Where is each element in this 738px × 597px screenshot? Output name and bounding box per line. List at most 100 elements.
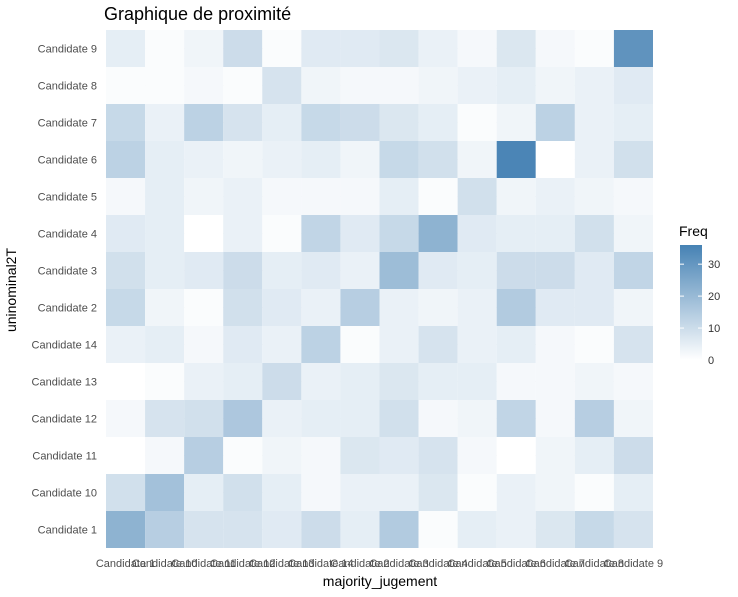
heatmap-cell: [223, 511, 263, 548]
heatmap-cell: [340, 511, 380, 548]
heatmap-cell: [184, 252, 224, 289]
heatmap-cell: [535, 178, 575, 215]
heatmap-cell: [340, 104, 380, 141]
heatmap-cell: [145, 67, 185, 104]
heatmap-cell: [574, 178, 614, 215]
heatmap-cell: [457, 104, 497, 141]
heatmap-cell: [262, 437, 302, 474]
heatmap-cell: [613, 474, 653, 511]
y-tick-label: Candidate 9: [38, 44, 97, 56]
heatmap-cell: [535, 326, 575, 363]
heatmap-cell: [457, 67, 497, 104]
heatmap-cell: [106, 326, 146, 363]
y-tick-label: Candidate 4: [38, 229, 97, 241]
x-tick-label: Candidate 2: [330, 558, 389, 570]
x-tick-label: Candidate 13: [249, 558, 314, 570]
heatmap-cell: [457, 289, 497, 326]
heatmap-cell: [379, 511, 419, 548]
legend-tick-label: 20: [708, 291, 720, 303]
heatmap-cell: [106, 141, 146, 178]
heatmap-cell: [301, 289, 341, 326]
heatmap-cell: [457, 400, 497, 437]
heatmap-cell: [106, 215, 146, 252]
heatmap-cell: [301, 67, 341, 104]
heatmap-cell: [262, 326, 302, 363]
heatmap-cell: [496, 400, 536, 437]
heatmap-cell: [613, 252, 653, 289]
heatmap-cell: [379, 67, 419, 104]
heatmap-cell: [184, 178, 224, 215]
heatmap-cell: [535, 252, 575, 289]
heatmap-cell: [184, 437, 224, 474]
y-tick-label: Candidate 11: [32, 451, 97, 463]
y-axis-title: uninominal2T: [3, 248, 19, 332]
heatmap-cell: [613, 215, 653, 252]
heatmap-cell: [223, 141, 263, 178]
heatmap-cell: [184, 215, 224, 252]
y-tick-label: Candidate 3: [38, 266, 97, 278]
heatmap-cell: [106, 511, 146, 548]
heatmap-cell: [340, 474, 380, 511]
heatmap-cell: [418, 363, 458, 400]
heatmap-cell: [457, 141, 497, 178]
legend-title: Freq: [679, 223, 708, 239]
heatmap-cell: [262, 474, 302, 511]
heatmap-cell: [418, 289, 458, 326]
y-tick-label: Candidate 14: [32, 340, 97, 352]
heatmap-cell: [379, 289, 419, 326]
y-tick-label: Candidate 1: [38, 525, 97, 537]
heatmap-cell: [301, 326, 341, 363]
x-tick-label: Candidate 3: [369, 558, 428, 570]
heatmap-cell: [184, 104, 224, 141]
heatmap-cell: [574, 363, 614, 400]
heatmap-cell: [496, 215, 536, 252]
heatmap-cell: [379, 437, 419, 474]
heatmap-cell: [613, 141, 653, 178]
heatmap-cell: [301, 437, 341, 474]
x-tick-label: Candidate 9: [604, 558, 663, 570]
heatmap-cell: [574, 326, 614, 363]
heatmap-cell: [457, 178, 497, 215]
heatmap-cell: [145, 326, 185, 363]
legend-colorbar: [680, 245, 702, 360]
heatmap-cell: [574, 215, 614, 252]
heatmap-cell: [535, 474, 575, 511]
heatmap-cell: [379, 252, 419, 289]
heatmap-cell: [418, 178, 458, 215]
x-axis-title: majority_jugement: [323, 573, 437, 589]
heatmap-cell: [496, 104, 536, 141]
heatmap-cell: [418, 30, 458, 67]
heatmap-cell: [535, 30, 575, 67]
heatmap-cell: [223, 474, 263, 511]
heatmap-cell: [574, 474, 614, 511]
heatmap-cell: [145, 104, 185, 141]
heatmap-cell: [613, 104, 653, 141]
heatmap-cell: [496, 252, 536, 289]
heatmap-cell: [106, 363, 146, 400]
heatmap-cell: [613, 326, 653, 363]
heatmap-cell: [379, 30, 419, 67]
heatmap-cell: [457, 252, 497, 289]
y-tick-label: Candidate 6: [38, 155, 97, 167]
heatmap-cell: [223, 400, 263, 437]
x-tick-label: Candidate 8: [565, 558, 624, 570]
heatmap-cell: [106, 252, 146, 289]
x-tick-label: Candidate 7: [526, 558, 585, 570]
heatmap-cell: [223, 363, 263, 400]
heatmap-cell: [457, 326, 497, 363]
legend: Freq 0 10 20 30: [679, 223, 720, 367]
heatmap-cell: [301, 178, 341, 215]
heatmap-cell: [223, 215, 263, 252]
heatmap-cell: [418, 437, 458, 474]
heatmap-cell: [574, 437, 614, 474]
heatmap-cell: [184, 363, 224, 400]
heatmap-cell: [106, 104, 146, 141]
heatmap-cell: [535, 511, 575, 548]
heatmap-cell: [301, 215, 341, 252]
heatmap-cell: [418, 400, 458, 437]
heatmap-cell: [613, 289, 653, 326]
heatmap-cell: [262, 104, 302, 141]
heatmap-cell: [496, 141, 536, 178]
heatmap-cell: [106, 474, 146, 511]
heatmap-cell: [574, 289, 614, 326]
